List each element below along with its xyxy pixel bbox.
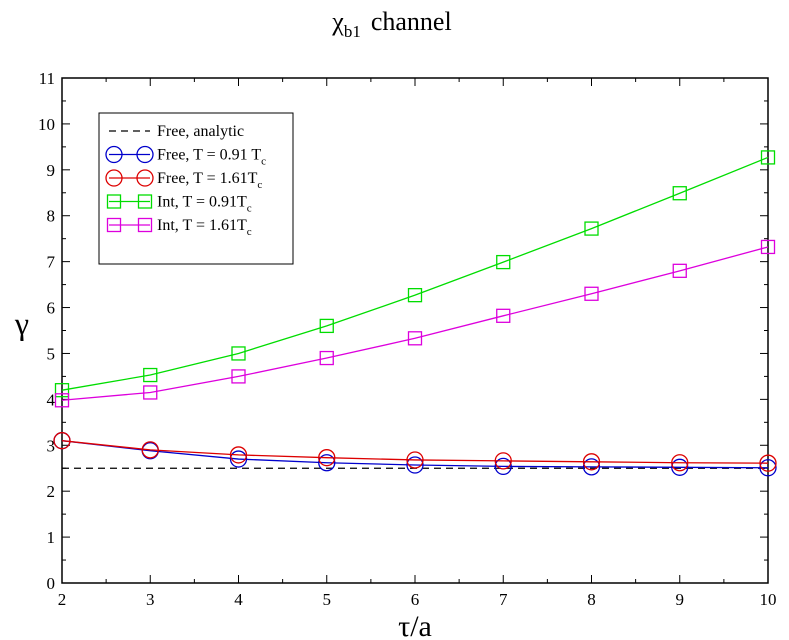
data-point-int091 (672, 186, 687, 201)
legend-label: Free, analytic (157, 123, 244, 140)
y-axis-label: γ (14, 305, 29, 341)
x-tick-label: 10 (760, 590, 777, 609)
legend-label: Int, T = 0.91Tc (157, 194, 252, 215)
legend-entry-analytic: Free, analytic (109, 123, 244, 140)
series-int161 (54, 239, 776, 408)
data-point-int161 (231, 369, 246, 384)
data-point-int091 (407, 287, 423, 303)
x-tick-label: 6 (411, 590, 420, 609)
legend-marker (106, 217, 122, 233)
y-tick-label: 1 (47, 528, 56, 547)
y-tick-label: 6 (47, 299, 56, 318)
legend-label: Int, T = 1.61Tc (157, 217, 252, 238)
series-line-int091 (61, 156, 769, 391)
data-point-free161 (318, 449, 336, 467)
data-point-free161 (53, 432, 71, 450)
series-free161 (53, 432, 777, 472)
legend-entry-free091: Free, T = 0.91 Tc (105, 145, 266, 168)
data-point-int091 (143, 367, 158, 383)
data-point-free161 (671, 454, 689, 472)
legend-marker (137, 194, 153, 209)
legend-entry-int161: Int, T = 1.61Tc (106, 217, 252, 238)
x-tick-label: 4 (234, 590, 243, 609)
y-tick-label: 10 (38, 115, 55, 134)
series-free091 (53, 432, 777, 477)
x-tick-label: 2 (58, 590, 67, 609)
data-point-free161 (141, 441, 159, 459)
y-tick-label: 3 (47, 436, 56, 455)
chart-title: χb1 channel (331, 7, 451, 41)
y-tick-label: 8 (47, 207, 56, 226)
legend-label: Free, T = 1.61Tc (157, 170, 262, 191)
data-point-int091 (496, 254, 511, 270)
series-line-int161 (61, 246, 769, 401)
y-tick-label: 9 (47, 161, 56, 180)
x-tick-label: 3 (146, 590, 155, 609)
y-tick-label: 4 (47, 390, 56, 409)
legend-box (98, 112, 294, 265)
data-point-int091 (54, 383, 70, 398)
data-point-int161 (319, 350, 334, 366)
data-point-free091 (406, 456, 424, 474)
y-tick-label: 11 (39, 69, 55, 88)
y-tick-label: 5 (47, 344, 56, 363)
x-tick-label: 7 (499, 590, 508, 609)
data-point-free091 (759, 459, 777, 477)
legend-marker (105, 169, 123, 187)
series-int091 (54, 150, 776, 398)
data-point-free091 (582, 458, 601, 476)
chart-title-text: channel (371, 7, 452, 36)
data-point-int091 (760, 150, 776, 165)
legend-entry-free161: Free, T = 1.61Tc (105, 169, 262, 191)
legend-label: Free, T = 0.91 Tc (157, 147, 266, 168)
x-tick-label: 8 (587, 590, 596, 609)
legend-marker (105, 145, 123, 164)
data-point-int161 (584, 286, 599, 301)
data-point-int091 (231, 346, 246, 361)
legend-marker (106, 194, 122, 209)
data-point-free091 (671, 458, 689, 476)
data-point-int161 (760, 239, 776, 255)
data-point-int161 (54, 393, 70, 408)
legend-marker (136, 145, 154, 164)
chart-title-subscript: b1 (344, 22, 361, 41)
y-tick-label: 7 (47, 253, 56, 272)
y-tick-label: 0 (47, 574, 56, 593)
x-tick-label: 5 (323, 590, 332, 609)
x-tick-label: 9 (676, 590, 685, 609)
axis-ticks: 2 3 4 5 6 7 8 9 10 0 1 2 3 4 5 6 7 8 9 10 11 (38, 69, 777, 609)
data-point-int161 (672, 263, 687, 278)
data-point-int161 (496, 308, 511, 323)
legend-marker (137, 217, 153, 233)
data-point-int161 (407, 331, 423, 346)
data-point-free091 (318, 454, 336, 472)
data-point-int161 (143, 385, 158, 400)
data-point-free161 (759, 454, 777, 472)
series-line-free091 (61, 440, 769, 469)
legend-entry-int091: Int, T = 0.91Tc (106, 194, 252, 215)
y-tick-label: 2 (47, 482, 56, 501)
series-layer (53, 150, 777, 477)
series-line-free161 (61, 440, 769, 464)
data-point-int091 (584, 221, 599, 236)
data-point-free091 (494, 457, 512, 476)
chart-title-symbol: χ (331, 7, 344, 36)
data-point-free161 (406, 451, 424, 469)
data-point-free161 (582, 453, 601, 471)
data-point-free161 (229, 446, 248, 464)
data-point-int091 (319, 318, 334, 334)
data-point-free091 (229, 450, 248, 468)
legend-marker (136, 169, 154, 187)
x-axis-label: τ/a (398, 610, 432, 640)
data-point-free161 (494, 452, 512, 470)
